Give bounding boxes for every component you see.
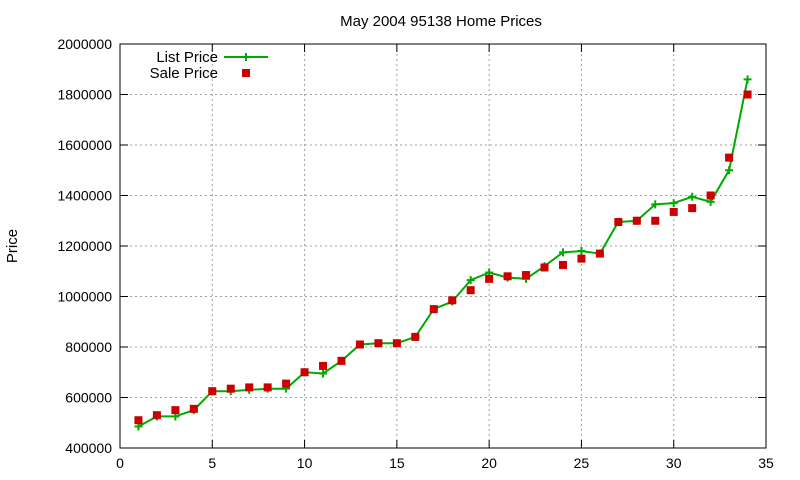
- sale-price-point: [725, 153, 734, 162]
- legend-label-sale-price: Sale Price: [150, 65, 218, 82]
- y-tick-label: 1000000: [57, 289, 112, 305]
- y-tick-label: 1200000: [57, 238, 112, 254]
- sale-price-series: [134, 90, 752, 425]
- data-series: [134, 75, 752, 431]
- sale-price-point: [688, 204, 697, 213]
- grid-lines: [120, 44, 766, 448]
- sale-price-point: [503, 272, 512, 281]
- sale-price-point: [226, 384, 235, 393]
- sale-price-point: [466, 286, 475, 295]
- axis-ticks: 400000 600000 800000 1000000 1200000 1400000 1…: [57, 36, 774, 471]
- list-price-point: [466, 276, 475, 285]
- list-price-point: [558, 248, 567, 257]
- legend-swatch-sale-price: [242, 69, 250, 77]
- sale-price-point: [152, 411, 161, 420]
- sale-price-point: [743, 90, 752, 99]
- sale-price-point: [540, 263, 549, 272]
- sale-price-point: [282, 379, 291, 388]
- legend-marker-list-price: [242, 53, 250, 61]
- y-axis-label: Price: [4, 229, 21, 263]
- y-tick-label: 400000: [65, 440, 112, 456]
- sale-price-point: [392, 339, 401, 348]
- sale-price-point: [300, 368, 309, 377]
- x-tick-label: 0: [116, 455, 124, 471]
- x-tick-label: 20: [481, 455, 497, 471]
- y-tick-label: 1800000: [57, 87, 112, 103]
- sale-price-point: [577, 254, 586, 263]
- x-tick-label: 10: [297, 455, 313, 471]
- list-price-line: [138, 79, 749, 428]
- list-price-point: [651, 200, 660, 209]
- sale-price-point: [208, 387, 217, 396]
- sale-price-point: [171, 406, 180, 415]
- sale-price-point: [614, 218, 623, 227]
- list-price-point: [319, 369, 328, 378]
- x-tick-label: 35: [758, 455, 774, 471]
- y-tick-label: 2000000: [57, 36, 112, 52]
- list-price-series: [134, 75, 752, 431]
- sale-price-point: [485, 274, 494, 283]
- sale-price-point: [706, 191, 715, 200]
- x-tick-label: 30: [666, 455, 682, 471]
- plot-frame: [119, 43, 767, 449]
- x-tick-label: 5: [208, 455, 216, 471]
- y-tick-label: 600000: [65, 390, 112, 406]
- list-price-point: [743, 75, 752, 84]
- sale-price-point: [245, 383, 254, 392]
- chart-title: May 2004 95138 Home Prices: [340, 13, 542, 30]
- sale-price-point: [319, 361, 328, 370]
- list-price-point: [669, 199, 678, 208]
- sale-price-point: [411, 332, 420, 341]
- sale-price-point: [632, 216, 641, 225]
- x-tick-label: 25: [574, 455, 590, 471]
- sale-price-point: [429, 305, 438, 314]
- sale-price-point: [374, 339, 383, 348]
- sale-price-point: [651, 216, 660, 225]
- sale-price-point: [189, 404, 198, 413]
- sale-price-point: [558, 260, 567, 269]
- x-tick-label: 15: [389, 455, 405, 471]
- sale-price-point: [669, 207, 678, 216]
- list-price-point: [577, 247, 586, 256]
- y-tick-label: 800000: [65, 339, 112, 355]
- y-tick-label: 1600000: [57, 137, 112, 153]
- list-price-point: [725, 166, 734, 175]
- legend-label-list-price: List Price: [156, 49, 218, 66]
- sale-price-point: [134, 416, 143, 425]
- sale-price-point: [522, 271, 531, 280]
- y-tick-label: 1400000: [57, 188, 112, 204]
- list-price-point: [688, 192, 697, 201]
- sale-price-point: [337, 356, 346, 365]
- sale-price-point: [595, 249, 604, 258]
- sale-price-point: [355, 340, 364, 349]
- sale-price-point: [263, 383, 272, 392]
- sale-price-point: [448, 296, 457, 305]
